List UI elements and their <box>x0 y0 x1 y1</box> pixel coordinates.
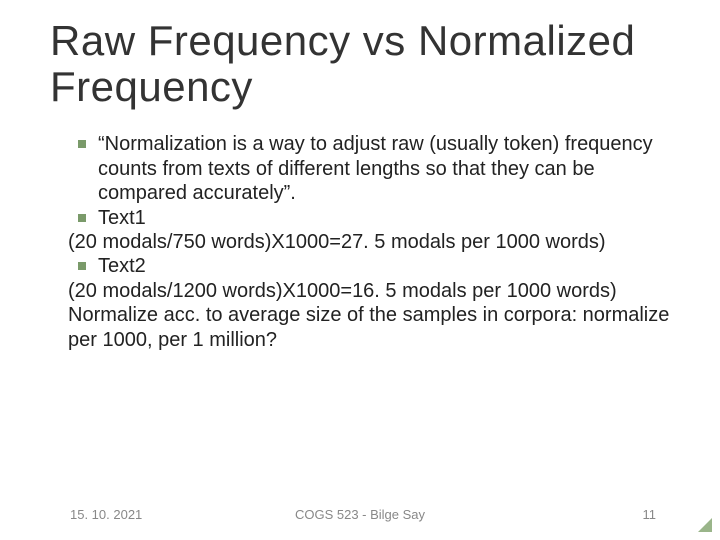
slide-footer: 15. 10. 2021 COGS 523 - Bilge Say 11 <box>0 507 720 522</box>
bullet-item-3: Text2 <box>78 254 680 278</box>
bullet-text: Text2 <box>98 254 680 278</box>
footer-course: COGS 523 - Bilge Say <box>295 507 425 522</box>
bullet-2-continuation: (20 modals/750 words)X1000=27. 5 modals … <box>68 230 680 254</box>
slide-title: Raw Frequency vs Normalized Frequency <box>50 18 680 110</box>
footer-date: 15. 10. 2021 <box>70 507 142 522</box>
square-bullet-icon <box>78 140 86 148</box>
bullet-text: Text1 <box>98 206 680 230</box>
bullet-text: “Normalization is a way to adjust raw (u… <box>98 132 680 205</box>
slide-content: “Normalization is a way to adjust raw (u… <box>50 132 680 352</box>
square-bullet-icon <box>78 214 86 222</box>
bullet-item-1: “Normalization is a way to adjust raw (u… <box>78 132 680 205</box>
bullet-3-continuation: (20 modals/1200 words)X1000=16. 5 modals… <box>68 279 680 303</box>
closing-text: Normalize acc. to average size of the sa… <box>68 303 680 352</box>
slide-container: Raw Frequency vs Normalized Frequency “N… <box>0 0 720 540</box>
corner-accent-icon <box>692 512 712 532</box>
footer-page-number: 11 <box>643 507 657 522</box>
square-bullet-icon <box>78 262 86 270</box>
bullet-item-2: Text1 <box>78 206 680 230</box>
